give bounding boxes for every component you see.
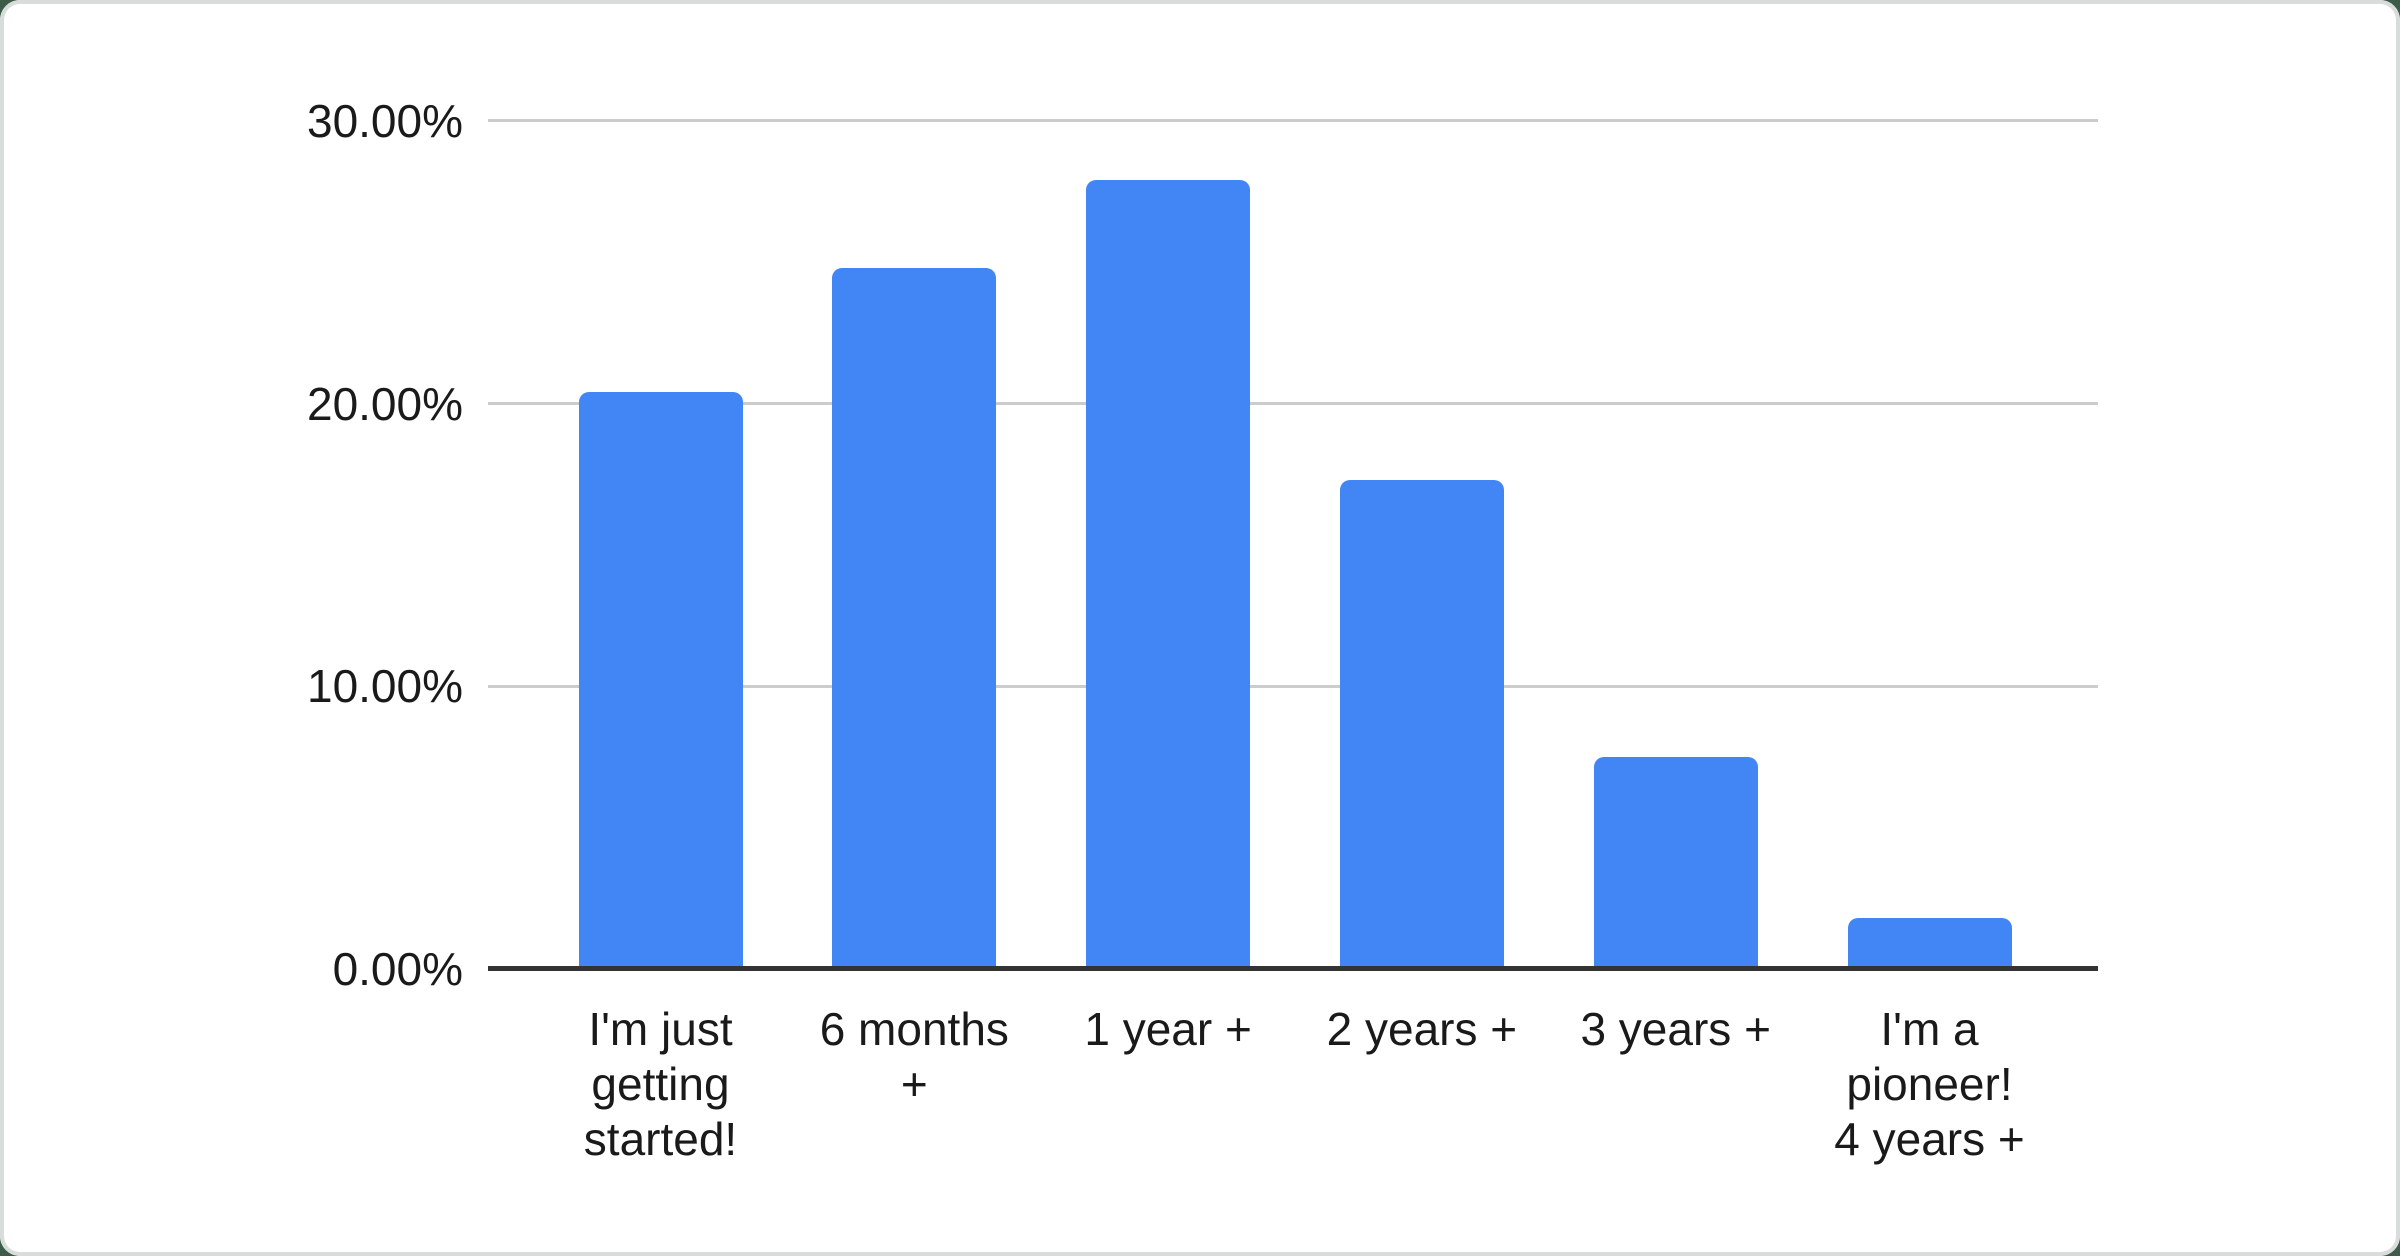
- x-axis-category-label: 1 year +: [1084, 1002, 1252, 1057]
- x-axis-category-label: I'm a pioneer! 4 years +: [1834, 1002, 2025, 1167]
- bar-2: [832, 267, 997, 969]
- y-axis-tick-label: 0.00%: [332, 943, 463, 995]
- gridline-10: [488, 684, 2098, 688]
- x-axis-label-line: 4 years +: [1834, 1113, 2025, 1165]
- y-axis-tick-label: 10.00%: [306, 660, 463, 713]
- x-axis-label-line: 2 years +: [1326, 1003, 1518, 1055]
- gridline-20: [488, 402, 2098, 406]
- x-axis-label-line: 6 months: [819, 1003, 1009, 1055]
- y-axis-tick-label: 20.00%: [306, 377, 463, 430]
- x-axis-label-line: 3 years +: [1580, 1003, 1771, 1055]
- bar-1: [578, 392, 743, 969]
- x-axis-label-line: 1 year +: [1084, 1003, 1252, 1055]
- bar-5: [1593, 756, 1758, 969]
- x-axis-label-line: I'm a: [1880, 1003, 1979, 1055]
- x-axis-label-line: +: [900, 1058, 928, 1110]
- x-axis-line: [488, 966, 2098, 971]
- x-axis-label-line: getting: [591, 1058, 730, 1110]
- gridline-30: [488, 119, 2098, 123]
- bar-6: [1847, 918, 2012, 969]
- y-axis-tick-label: 30.00%: [306, 94, 463, 147]
- x-axis-label-line: pioneer!: [1846, 1058, 2013, 1110]
- x-axis-category-label: 3 years +: [1580, 1002, 1771, 1057]
- x-axis-category-label: I'm just getting started!: [584, 1002, 737, 1167]
- bar-4: [1339, 479, 1504, 969]
- x-axis-category-label: 6 months +: [820, 1002, 1009, 1112]
- x-axis-label-line: I'm just: [588, 1003, 733, 1055]
- bar-3: [1086, 180, 1251, 969]
- x-axis-category-label: 2 years +: [1327, 1002, 1518, 1057]
- x-axis-label-line: started!: [583, 1113, 738, 1165]
